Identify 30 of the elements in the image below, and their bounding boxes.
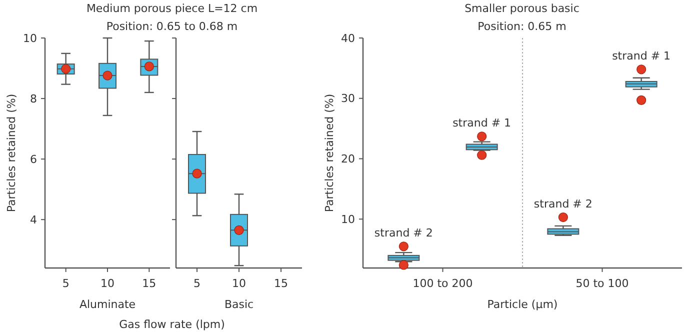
x-tick-label: 15	[142, 277, 156, 290]
x-tick-label: 5	[62, 277, 70, 290]
x-tick-label: 10	[100, 277, 114, 290]
text: strand # 2	[534, 197, 592, 210]
y-axis-title: Particles retained (%)	[323, 94, 336, 212]
x-axis-title: Particle (µm)	[487, 298, 558, 311]
y-tick-label: 30	[341, 92, 355, 106]
series-label: strand # 2	[374, 226, 433, 240]
chart-subtitle: Position: 0.65 to 0.68 m	[106, 20, 238, 33]
y-tick-label: 8	[30, 92, 37, 106]
y-tick-label: 40	[341, 32, 355, 45]
x-tick-label: 50 to 100	[576, 277, 629, 290]
text: strand # 1	[612, 49, 671, 62]
y-tick-label: 6	[30, 152, 37, 166]
text: Gas flow rate (lpm)	[119, 318, 225, 331]
x-tick-label: 10	[232, 277, 246, 290]
x-axis-title: Aluminate	[79, 298, 136, 311]
x-tick-label: 5	[194, 277, 200, 290]
y-tick-label: 20	[341, 152, 355, 166]
x-axis-title: Basic	[224, 298, 254, 311]
y-tick-label: 10	[341, 212, 355, 226]
chart-title: Medium porous piece L=12 cm	[86, 2, 258, 15]
chart-title: Smaller porous basic	[464, 2, 580, 15]
x-tick-label: 15	[274, 277, 288, 290]
y-axis-title: Particles retained (%)	[5, 94, 18, 212]
y-tick-label: 10	[23, 32, 37, 45]
series-label: strand # 1	[452, 116, 512, 130]
chart-subtitle: Position: 0.65 m	[478, 20, 566, 33]
y-tick-label: 4	[30, 213, 37, 226]
x-tick-label: 100 to 200	[412, 277, 473, 290]
